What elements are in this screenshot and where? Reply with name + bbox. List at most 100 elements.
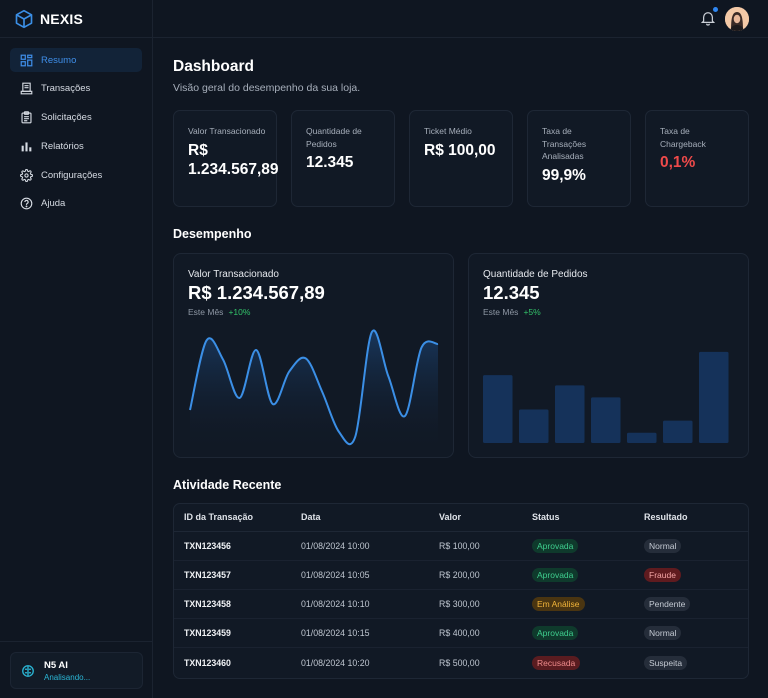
status-cell: Aprovada <box>532 618 644 649</box>
column-header-data[interactable]: Data <box>301 504 439 532</box>
section-title-desempenho: Desempenho <box>173 227 252 241</box>
result-cell: Pendente <box>644 589 748 620</box>
table-row[interactable]: TXN123456 01/08/2024 10:00 R$ 100,00 Aprova… <box>174 531 748 561</box>
status-badge: Aprovada <box>532 538 579 553</box>
result-badge: Fraude <box>644 567 681 582</box>
kpi-row: Valor Transacionado R$ 1.234.567,89 Quan… <box>173 110 749 207</box>
kpi-value: 99,9% <box>542 166 586 184</box>
period-label: Este Mês <box>483 307 519 317</box>
bar-6[interactable] <box>663 420 693 443</box>
bar-chart-icon <box>19 139 33 153</box>
page-title: Dashboard <box>173 58 254 75</box>
result-cell: Fraude <box>644 560 748 590</box>
ai-status: Analisando... <box>44 672 91 682</box>
sidebar-item-label: Configurações <box>41 169 103 181</box>
status-cell: Em Análise <box>532 589 644 620</box>
kpi-value: R$ 100,00 <box>424 141 496 159</box>
column-header-resultado[interactable]: Resultado <box>644 504 748 532</box>
activity-table: ID da Transação Data Valor Status Result… <box>174 504 748 677</box>
status-badge: Recusada <box>532 655 581 670</box>
chart-value: R$ 1.234.567,89 <box>188 282 325 303</box>
table-row[interactable]: TXN123460 01/08/2024 10:20 R$ 500,00 Recusa… <box>174 648 748 677</box>
bar-4[interactable] <box>591 397 621 443</box>
result-badge: Pendente <box>644 596 691 611</box>
kpi-value: R$ 1.234.567,89 <box>188 141 279 178</box>
kpi-card-quantidade-pedidos[interactable]: Quantidade de Pedidos 12.345 <box>291 110 395 207</box>
transaction-amount: R$ 300,00 <box>439 589 532 620</box>
sidebar-item-configuracoes[interactable]: Configurações <box>10 163 142 187</box>
transaction-id[interactable]: TXN123457 <box>174 560 301 590</box>
kpi-value: 0,1% <box>660 154 696 171</box>
table-row[interactable]: TXN123458 01/08/2024 10:10 R$ 300,00 Em Aná… <box>174 589 748 620</box>
result-cell: Normal <box>644 531 748 561</box>
result-badge: Normal <box>644 626 682 641</box>
bar-5[interactable] <box>627 432 657 443</box>
sidebar-item-transacoes[interactable]: Transações <box>10 77 142 101</box>
transaction-date: 01/08/2024 10:05 <box>301 560 439 590</box>
status-badge: Em Análise <box>532 596 585 611</box>
transaction-date: 01/08/2024 10:15 <box>301 618 439 649</box>
kpi-card-taxa-analisadas[interactable]: Taxa de Transações Analisadas 99,9% <box>527 110 631 207</box>
notification-dot <box>713 7 718 12</box>
column-header-status[interactable]: Status <box>532 504 644 532</box>
sidebar-item-label: Transações <box>41 83 91 95</box>
bar-chart-card: Quantidade de Pedidos 12.345 Este Mês +5% <box>468 253 749 458</box>
transaction-id[interactable]: TXN123459 <box>174 618 301 649</box>
sidebar-item-label: Resumo <box>41 54 77 66</box>
bar-1[interactable] <box>483 375 513 443</box>
bar-7[interactable] <box>699 351 729 443</box>
transaction-date: 01/08/2024 10:00 <box>301 531 439 561</box>
kpi-label: Valor Transacionado <box>188 126 266 136</box>
sidebar-item-label: Relatórios <box>41 140 84 152</box>
result-cell: Normal <box>644 618 748 649</box>
sidebar-item-solicitacoes[interactable]: Solicitações <box>10 106 142 130</box>
sidebar-item-relatorios[interactable]: Relatórios <box>10 134 142 158</box>
bell-icon[interactable] <box>701 10 715 26</box>
activity-table-card: ID da Transação Data Valor Status Result… <box>173 503 749 679</box>
clipboard-icon <box>19 111 33 125</box>
status-badge: Aprovada <box>532 567 579 582</box>
ai-assistant-card[interactable]: N5 AI Analisando... <box>10 652 143 689</box>
chart-label: Valor Transacionado <box>188 269 279 280</box>
transaction-amount: R$ 100,00 <box>439 531 532 561</box>
sidebar-item-ajuda[interactable]: Ajuda <box>10 192 142 216</box>
bar-2[interactable] <box>519 409 549 443</box>
status-cell: Recusada <box>532 648 644 677</box>
brand[interactable]: NEXIS <box>0 0 152 38</box>
gear-icon <box>19 168 33 182</box>
page-subtitle: Visão geral do desempenho da sua loja. <box>173 82 361 94</box>
table-row[interactable]: TXN123457 01/08/2024 10:05 R$ 200,00 Aprova… <box>174 560 748 590</box>
line-chart-card: Valor Transacionado R$ 1.234.567,89 Este… <box>173 253 454 458</box>
kpi-value: 12.345 <box>306 154 354 171</box>
delta-badge: +5% <box>523 307 541 317</box>
brand-name: NEXIS <box>40 10 84 27</box>
transaction-amount: R$ 500,00 <box>439 657 480 668</box>
sidebar-item-resumo[interactable]: Resumo <box>10 48 142 72</box>
receipt-icon <box>19 82 33 96</box>
transaction-amount: R$ 400,00 <box>439 618 532 649</box>
transaction-date: 01/08/2024 10:20 <box>301 657 370 668</box>
table-row[interactable]: TXN123459 01/08/2024 10:15 R$ 400,00 Aprova… <box>174 618 748 649</box>
series-line <box>189 329 439 446</box>
kpi-card-valor-transacionado[interactable]: Valor Transacionado R$ 1.234.567,89 <box>173 110 279 207</box>
transaction-id[interactable]: TXN123460 <box>184 657 231 668</box>
ai-card-container: N5 AI Analisando... <box>0 641 152 698</box>
transaction-id[interactable]: TXN123456 <box>174 531 301 561</box>
table-header-row: ID da Transação Data Valor Status Result… <box>174 504 748 532</box>
transaction-id[interactable]: TXN123458 <box>174 589 301 620</box>
ai-title: N5 AI <box>44 659 68 671</box>
status-cell: Aprovada <box>532 560 644 590</box>
kpi-card-taxa-chargeback[interactable]: Taxa de Chargeback 0,1% <box>645 110 749 207</box>
avatar[interactable] <box>725 7 749 31</box>
kpi-card-ticket-medio[interactable]: Ticket Médio R$ 100,00 <box>409 110 513 207</box>
status-cell: Aprovada <box>532 531 644 561</box>
column-header-valor[interactable]: Valor <box>439 504 532 532</box>
kpi-label: Taxa de Chargeback <box>660 126 706 149</box>
sidebar-item-label: Solicitações <box>41 112 92 124</box>
delta-badge: +10% <box>228 307 251 317</box>
chart-period: Este Mês +5% <box>483 307 541 317</box>
column-header-id[interactable]: ID da Transação <box>174 504 301 532</box>
period-label: Este Mês <box>188 307 224 317</box>
section-title-atividade: Atividade Recente <box>173 478 282 492</box>
bar-3[interactable] <box>555 385 585 443</box>
